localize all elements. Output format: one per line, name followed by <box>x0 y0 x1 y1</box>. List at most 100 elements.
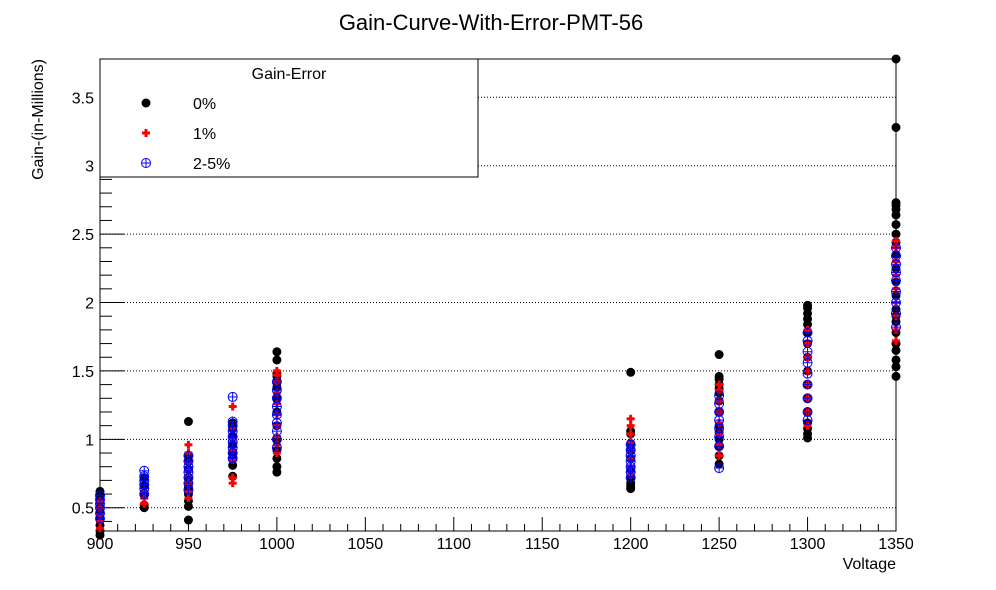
data-point <box>714 390 725 401</box>
data-point <box>271 376 282 387</box>
data-point <box>714 350 724 360</box>
data-point <box>891 308 901 319</box>
data-point <box>714 415 725 426</box>
data-point <box>802 346 813 357</box>
legend-label: 2-5% <box>193 156 230 173</box>
data-points <box>95 54 901 540</box>
data-point <box>139 465 150 476</box>
data-point <box>271 393 282 404</box>
data-point <box>626 414 635 423</box>
data-point <box>715 451 724 460</box>
data-point <box>891 54 901 64</box>
data-point <box>714 398 725 409</box>
legend-marker <box>141 98 151 108</box>
x-tick-label: 1300 <box>790 536 826 553</box>
data-point <box>626 429 635 438</box>
data-point <box>96 524 104 533</box>
data-point <box>184 494 193 503</box>
chart-title: Gain-Curve-With-Error-PMT-56 <box>339 10 643 35</box>
data-point <box>95 490 105 501</box>
legend-entries: 0% 1% 2-5% <box>141 96 230 173</box>
data-point <box>183 450 194 461</box>
axes: 900 950 1000 1050 1100 1150 1200 1250 1300 1350 0.… <box>72 69 914 553</box>
data-point <box>714 371 724 381</box>
data-point <box>891 242 901 253</box>
y-tick-label: 1.5 <box>72 364 94 381</box>
data-point <box>802 368 813 379</box>
data-point <box>626 421 635 430</box>
data-point <box>891 259 901 270</box>
data-point <box>227 416 238 427</box>
data-point <box>803 300 813 310</box>
legend-label: 0% <box>193 96 216 113</box>
data-point <box>891 122 901 132</box>
data-point <box>272 462 282 472</box>
data-point <box>271 417 282 428</box>
data-point <box>714 441 725 452</box>
data-point <box>891 267 901 278</box>
data-point <box>272 347 282 357</box>
data-point <box>184 440 193 449</box>
x-tick-label: 900 <box>87 536 114 553</box>
data-point <box>891 371 901 381</box>
x-tick-label: 1150 <box>525 536 560 553</box>
data-point <box>891 297 901 308</box>
legend-label: 1% <box>193 126 216 143</box>
data-point <box>228 402 237 411</box>
data-point <box>891 220 901 230</box>
data-point <box>892 336 900 345</box>
y-tick-label: 3 <box>85 159 94 176</box>
data-point <box>891 229 901 239</box>
x-axis-label: Voltage <box>843 556 896 573</box>
x-tick-label: 1050 <box>348 536 384 553</box>
data-point <box>891 251 901 262</box>
y-tick-label: 2 <box>85 296 94 313</box>
data-point <box>802 406 813 417</box>
x-tick-label: 950 <box>175 536 202 553</box>
data-point <box>183 417 193 427</box>
data-point <box>272 355 282 365</box>
data-point <box>271 434 282 445</box>
data-point <box>714 431 725 442</box>
data-point <box>802 335 813 346</box>
x-tick-label: 1250 <box>701 536 737 553</box>
x-tick-label: 1000 <box>259 536 295 553</box>
y-tick-label: 3.5 <box>72 90 94 107</box>
data-point <box>228 473 237 482</box>
data-point <box>891 286 901 297</box>
data-point <box>802 327 813 338</box>
series-1pct <box>96 236 900 533</box>
legend: Gain-Error 0% 1% 2-5% <box>99 58 479 178</box>
data-point <box>227 391 238 402</box>
data-point <box>891 198 901 208</box>
x-tick-label: 1200 <box>613 536 649 553</box>
data-point <box>272 366 281 375</box>
series-2-5pct <box>95 242 901 524</box>
data-point <box>271 401 282 412</box>
data-point <box>802 415 813 426</box>
x-tick-label: 1350 <box>878 536 914 553</box>
data-point <box>625 439 636 450</box>
data-point <box>891 275 901 286</box>
data-point <box>626 367 636 377</box>
legend-title: Gain-Error <box>252 66 327 83</box>
data-point <box>715 380 724 389</box>
data-point <box>891 322 901 333</box>
data-point <box>714 423 725 434</box>
data-point <box>271 385 282 396</box>
data-point <box>891 355 901 365</box>
legend-marker <box>142 129 150 137</box>
y-tick-label: 0.5 <box>72 501 94 518</box>
data-point <box>802 357 813 368</box>
y-tick-label: 1 <box>85 432 94 449</box>
data-point <box>271 442 282 453</box>
x-tick-label: 1100 <box>437 536 472 553</box>
legend-marker <box>141 158 151 168</box>
y-tick-label: 2.5 <box>72 227 94 244</box>
data-point <box>802 379 813 390</box>
data-point <box>271 409 282 420</box>
y-axis-label: Gain-(in-Millions) <box>30 59 47 180</box>
data-point <box>714 406 725 417</box>
data-point <box>714 463 725 474</box>
